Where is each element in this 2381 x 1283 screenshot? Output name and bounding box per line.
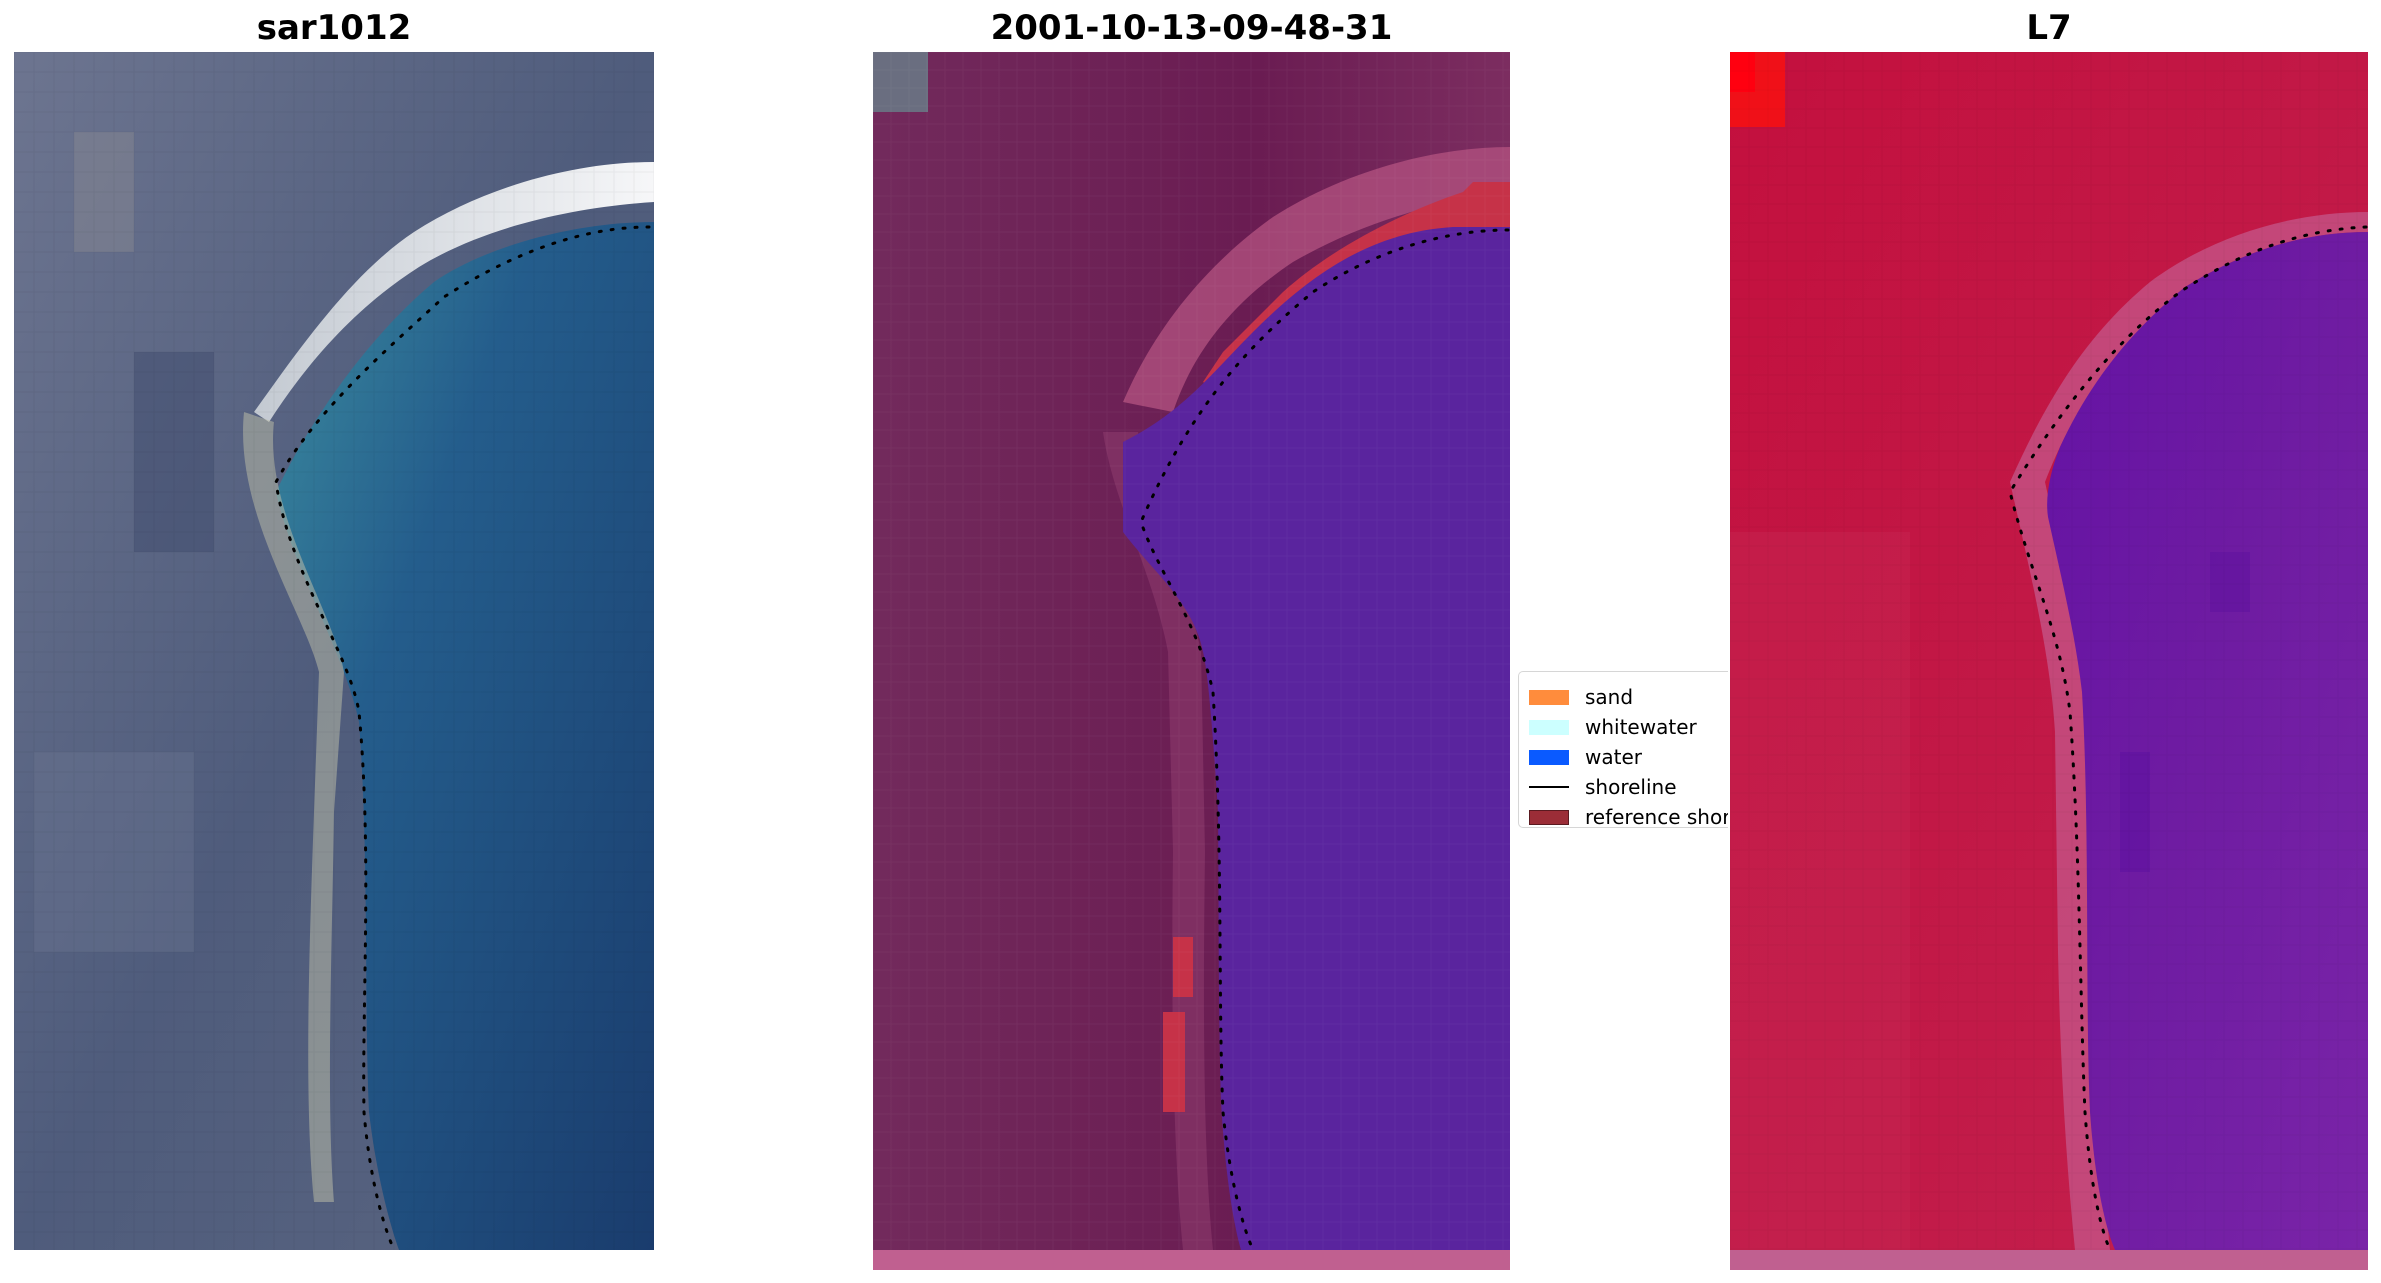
legend-label-water: water: [1585, 745, 1642, 769]
class-shoreline: [1139, 228, 1510, 1252]
legend-item-whitewater: whitewater: [1529, 715, 1697, 739]
l7-bottom-strip: [1730, 1250, 2368, 1270]
classification-panel: [873, 52, 1510, 1270]
legend-item-water: water: [1529, 745, 1642, 769]
legend-swatch-whitewater: [1529, 719, 1569, 735]
rgb-image-panel: [14, 52, 654, 1250]
rgb-shoreline: [274, 225, 651, 1250]
legend-label-whitewater: whitewater: [1585, 715, 1697, 739]
legend-item-shoreline: shoreline: [1529, 775, 1677, 799]
legend-label-sand: sand: [1585, 685, 1634, 709]
legend-label-reference-shoreline: reference shoreline: [1585, 805, 1728, 828]
legend: sand whitewater water shoreline referenc…: [1518, 671, 1728, 828]
l7-image-panel: [1730, 52, 2368, 1270]
panel-title-l7: L7: [2026, 8, 2072, 48]
legend-swatch-sand: [1529, 689, 1569, 705]
legend-line-shoreline: [1529, 786, 1569, 788]
legend-swatch-water: [1529, 749, 1569, 765]
panel-title-classification: 2001-10-13-09-48-31: [990, 8, 1393, 48]
class-bottom-strip: [873, 1250, 1510, 1270]
legend-item-reference-shoreline: reference shoreline: [1529, 805, 1728, 828]
panel-title-rgb: sar1012: [256, 8, 412, 48]
legend-swatch-reference-shoreline: [1529, 809, 1569, 825]
legend-item-sand: sand: [1529, 685, 1633, 709]
legend-label-shoreline: shoreline: [1585, 775, 1677, 799]
